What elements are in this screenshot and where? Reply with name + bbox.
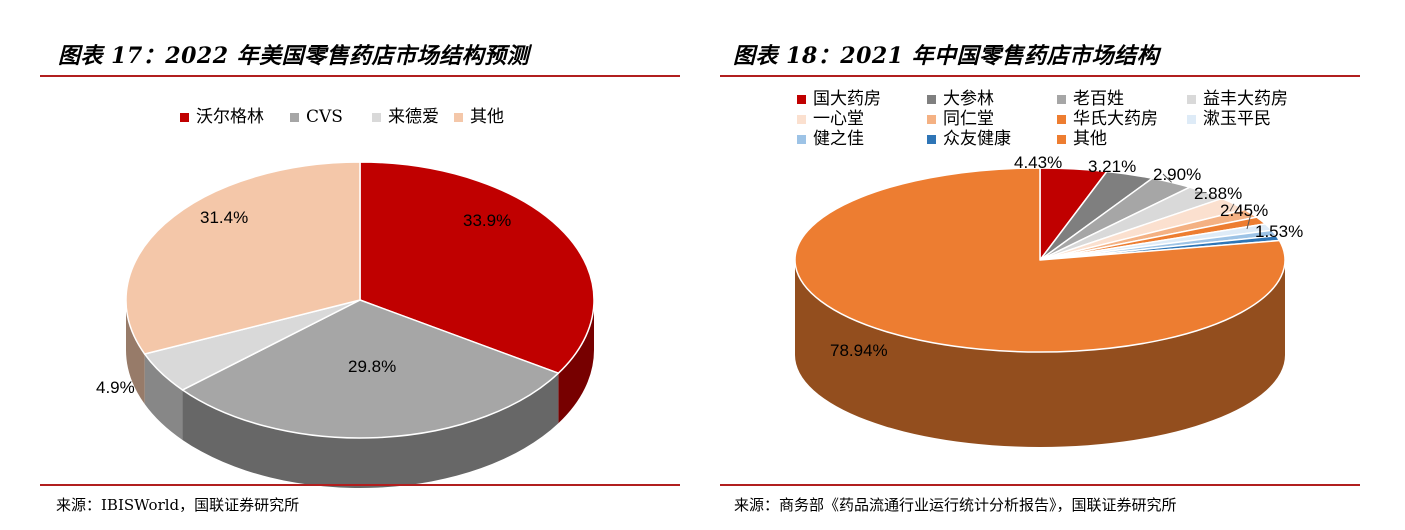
- data-label: 2.90%: [1153, 165, 1201, 184]
- pie-slice-slice-3: [125, 161, 361, 355]
- legend-label: 华氏大药房: [1073, 109, 1158, 129]
- pie-side-slice-2: [144, 354, 183, 440]
- panel-us-pharmacy: 图表 17：2022 年美国零售药店市场结构预测 沃尔格林 CVS 来德爱 其他 33.…: [0, 0, 700, 530]
- legend-swatch: [927, 135, 936, 144]
- legend-label: 来德爱: [388, 107, 439, 127]
- leader-line: [1162, 173, 1172, 183]
- pie-chart-us: 沃尔格林 CVS 来德爱 其他 33.9% 29.8% 4.9% 31.4%: [96, 107, 595, 488]
- data-label: 4.9%: [96, 378, 135, 397]
- pie-top: [794, 167, 1286, 353]
- pie-side-slice-3: [126, 300, 145, 405]
- legend-label: 益丰大药房: [1203, 89, 1288, 109]
- legend-label: 漱玉平民: [1203, 109, 1271, 129]
- figure-title: 图表 18：2021 年中国零售药店市场结构: [733, 43, 1160, 69]
- pie-slice-slice-10: [794, 167, 1286, 353]
- legend-swatch: [797, 135, 806, 144]
- pie-side-slice-1: [182, 373, 559, 488]
- data-label: 2.88%: [1194, 184, 1242, 203]
- data-label: 3.21%: [1088, 157, 1136, 176]
- leader-lines: [1162, 173, 1252, 230]
- data-label: 33.9%: [463, 211, 511, 230]
- legend-swatch: [290, 113, 299, 122]
- legend-label: 国大药房: [813, 89, 881, 109]
- data-label: 1.53%: [1255, 222, 1303, 241]
- figure-title: 图表 17：2022 年美国零售药店市场结构预测: [58, 43, 530, 69]
- source-note: 来源：商务部《药品流通行业运行统计分析报告》，国联证券研究所: [734, 496, 1177, 514]
- legend-label: 众友健康: [943, 129, 1011, 149]
- legend-swatch: [1057, 95, 1066, 104]
- leader-line: [1229, 203, 1235, 212]
- legend-swatch: [372, 113, 381, 122]
- legend-swatch: [1187, 95, 1196, 104]
- pie-sides: [795, 260, 1285, 447]
- data-label: 2.45%: [1220, 201, 1268, 220]
- legend-label: 其他: [1073, 129, 1107, 149]
- legend-swatch: [454, 113, 463, 122]
- legend-swatch: [1057, 115, 1066, 124]
- legend-swatch: [797, 95, 806, 104]
- pie-slice-slice-0: [359, 161, 595, 374]
- legend-swatch: [927, 95, 936, 104]
- legend-label: CVS: [306, 107, 343, 127]
- legend-swatch: [1187, 115, 1196, 124]
- legend-label: 一心堂: [813, 109, 864, 129]
- legend-swatch: [180, 113, 189, 122]
- data-label: 29.8%: [348, 357, 396, 376]
- legend-swatch: [1057, 135, 1066, 144]
- legend-label: 同仁堂: [943, 109, 994, 129]
- legend-swatch: [797, 115, 806, 124]
- pie-side-slice-10: [795, 260, 1285, 447]
- legend-label: 健之佳: [813, 129, 864, 149]
- data-label: 4.43%: [1014, 153, 1062, 172]
- data-label: 31.4%: [200, 208, 248, 227]
- legend-label: 沃尔格林: [196, 107, 264, 127]
- leader-line: [1246, 213, 1252, 230]
- source-rule: [40, 484, 680, 486]
- panel-cn-pharmacy: 图表 18：2021 年中国零售药店市场结构 国大药房 大参林 老百姓 益丰大药房一心…: [700, 0, 1405, 530]
- source-rule: [720, 484, 1360, 486]
- title-rule: [720, 75, 1360, 77]
- legend: 沃尔格林 CVS 来德爱 其他: [180, 107, 504, 127]
- pie-side-slice-0: [558, 300, 594, 424]
- data-label: 78.94%: [830, 341, 888, 360]
- legend-label: 其他: [470, 107, 504, 127]
- title-rule: [40, 75, 680, 77]
- legend-swatch: [927, 115, 936, 124]
- legend-label: 大参林: [943, 89, 994, 109]
- legend-label: 老百姓: [1073, 89, 1124, 109]
- pie-slice-slice-1: [181, 299, 560, 439]
- source-note: 来源：IBISWorld，国联证券研究所: [56, 496, 300, 514]
- pie-sides: [126, 300, 594, 488]
- pie-top: [125, 161, 595, 439]
